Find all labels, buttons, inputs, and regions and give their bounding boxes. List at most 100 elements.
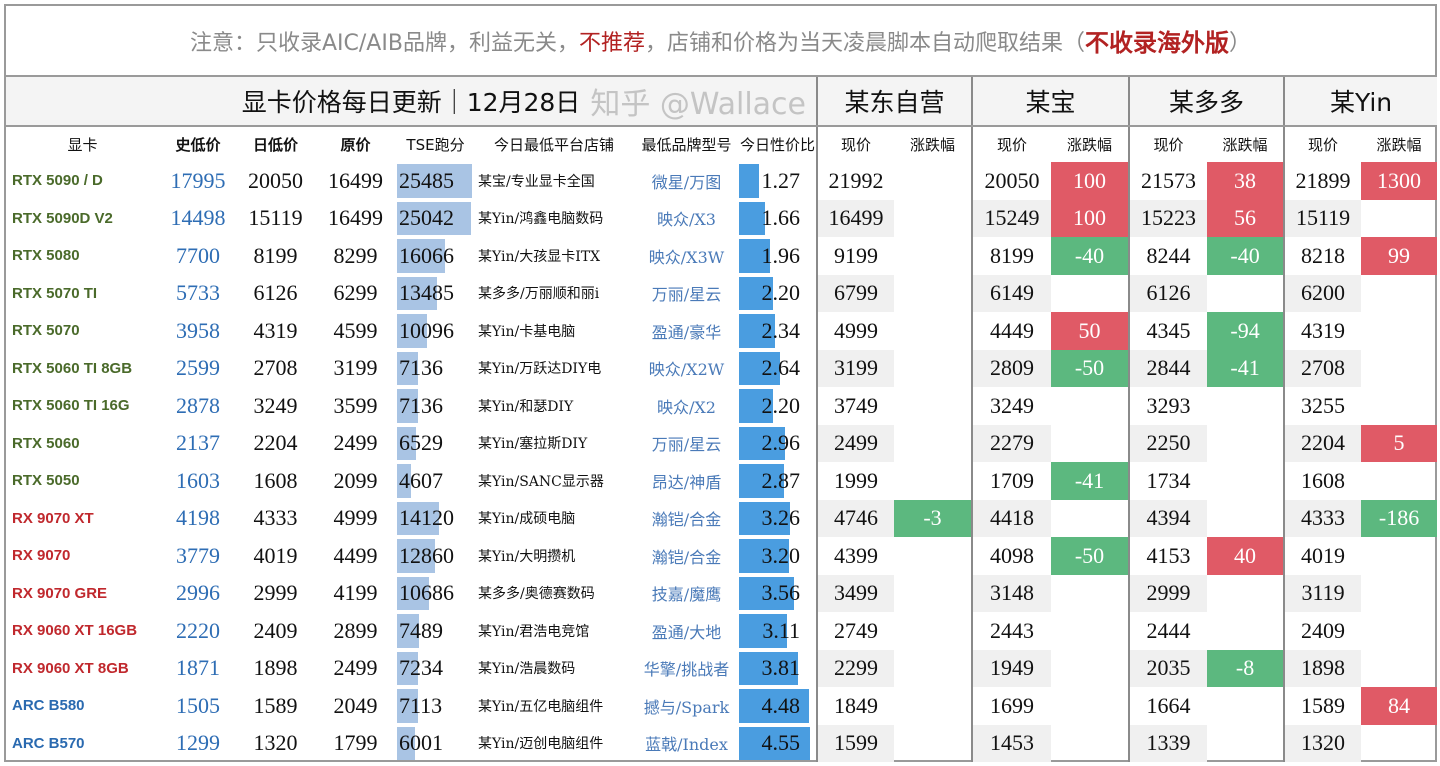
value-ratio: 3.20 bbox=[739, 537, 818, 575]
hist-low-price: 2996 bbox=[176, 580, 220, 606]
platform-price: 2299 bbox=[817, 649, 894, 687]
gpu-name: ARC B580 bbox=[12, 697, 85, 715]
value-ratio-text: 3.26 bbox=[761, 505, 801, 531]
platform-price: 1949 bbox=[972, 649, 1052, 687]
platform-change bbox=[1361, 575, 1437, 613]
cheapest-store: 某Yin/大孩显卡ITX bbox=[478, 248, 601, 265]
platform-pdd: 某多多 bbox=[1129, 77, 1286, 127]
platform-price: 1320 bbox=[1284, 724, 1362, 762]
day-low-price: 2204 bbox=[253, 430, 298, 456]
platform-price: 6149 bbox=[972, 274, 1052, 312]
platform-price: 3255 bbox=[1301, 392, 1346, 418]
value-ratio-text: 3.11 bbox=[762, 617, 800, 643]
platform-price: 2444 bbox=[1146, 617, 1191, 643]
platform-change bbox=[1207, 724, 1286, 762]
cheapest-store: 某多多/奥德赛数码 bbox=[478, 586, 595, 603]
platform-price: 3749 bbox=[834, 392, 878, 418]
platform-price: 4449 bbox=[990, 317, 1035, 343]
tse-score-text: 6001 bbox=[399, 730, 443, 756]
platform-change bbox=[1051, 387, 1131, 425]
gpu-name: ARC B570 bbox=[12, 734, 85, 752]
hist-low-price: 1505 bbox=[176, 692, 220, 718]
platform-price: 1709 bbox=[990, 467, 1035, 493]
orig-price: 3599 bbox=[333, 392, 378, 418]
value-ratio-text: 1.96 bbox=[761, 242, 801, 268]
platform-price: 4999 bbox=[834, 317, 878, 343]
gpu-name: RX 9070 XT bbox=[12, 509, 94, 527]
col-hist-low: 史低价 bbox=[175, 136, 221, 154]
value-ratio-text: 2.87 bbox=[761, 467, 801, 493]
orig-price: 2499 bbox=[333, 430, 378, 456]
col-store: 今日最低平台店铺 bbox=[493, 136, 614, 154]
value-ratio-text: 3.20 bbox=[761, 542, 801, 568]
table-row: RX 9070 XT 4198 4333 4999 14120 某Yin/成硕电脑 瀚铠/合… bbox=[6, 499, 1438, 537]
value-ratio-text: 3.81 bbox=[761, 655, 801, 681]
table-row: RTX 5090 / D 17995 20050 16499 25485 某宝/专业显卡全… bbox=[6, 162, 1438, 200]
day-low-price: 4319 bbox=[253, 317, 298, 343]
platform-change: -186 bbox=[1361, 499, 1438, 537]
day-low-price: 1608 bbox=[253, 467, 298, 493]
value-ratio-text: 2.20 bbox=[761, 392, 801, 418]
platform-price: 20050 bbox=[984, 167, 1040, 193]
day-low-price: 4019 bbox=[253, 542, 298, 568]
cheapest-model: 映众/X3W bbox=[648, 247, 725, 267]
gpu-name: RTX 5050 bbox=[12, 472, 80, 490]
orig-price: 2499 bbox=[333, 655, 378, 681]
orig-price: 4199 bbox=[333, 580, 378, 606]
hist-low-price: 2137 bbox=[176, 430, 220, 456]
value-ratio-bar bbox=[739, 426, 786, 460]
orig-price: 3199 bbox=[333, 355, 378, 381]
platform-change bbox=[1361, 725, 1437, 763]
hist-low-price: 1871 bbox=[176, 655, 220, 681]
hist-low-price: 14498 bbox=[170, 205, 226, 231]
platform-change bbox=[894, 237, 974, 275]
col-change: 涨跌幅 bbox=[1051, 126, 1131, 162]
platform-change bbox=[1051, 274, 1131, 312]
platform-price: 4746 bbox=[817, 499, 894, 537]
platform-price: 4019 bbox=[1301, 542, 1346, 568]
value-ratio: 2.96 bbox=[739, 424, 818, 462]
platform-change bbox=[1361, 650, 1437, 688]
tse-score: 7489 bbox=[397, 612, 474, 650]
platform-change: 38 bbox=[1207, 162, 1286, 200]
table-row: RX 9070 GRE 2996 2999 4199 10686 某多多/奥德赛数码 技嘉/… bbox=[6, 574, 1437, 613]
hist-low-price: 1299 bbox=[176, 730, 220, 756]
platform-change bbox=[1207, 499, 1286, 537]
cheapest-model: 技嘉/魔鹰 bbox=[651, 585, 722, 605]
platform-price: 6799 bbox=[817, 274, 894, 312]
platform-price: 3499 bbox=[817, 574, 894, 612]
platform-price: 15119 bbox=[1284, 199, 1362, 237]
value-ratio-bar bbox=[739, 651, 799, 685]
value-ratio-bar bbox=[739, 314, 776, 348]
tse-score-bar bbox=[397, 726, 415, 760]
platform-change bbox=[894, 724, 974, 762]
platform-price: 4399 bbox=[834, 542, 878, 568]
cheapest-store: 某Yin/成硕电脑 bbox=[478, 511, 576, 528]
value-ratio: 3.81 bbox=[739, 649, 818, 687]
col-price: 现价 bbox=[997, 136, 1028, 154]
tse-score: 10686 bbox=[397, 575, 474, 613]
tse-score-bar bbox=[397, 276, 437, 310]
platform-price: 3293 bbox=[1146, 392, 1191, 418]
notice-text-2: ，店铺和价格为当天凌晨脚本自动爬取结果（ bbox=[644, 30, 1085, 56]
platform-change: 99 bbox=[1361, 237, 1438, 275]
platform-change bbox=[1207, 612, 1286, 650]
platform-price: 15223 bbox=[1129, 199, 1208, 237]
platform-change: -8 bbox=[1207, 649, 1286, 687]
table-row: RTX 5060 TI 16G 2878 3249 3599 7136 某Yin/和瑟DI… bbox=[6, 387, 1437, 425]
platform-price: 2409 bbox=[1301, 617, 1346, 643]
cheapest-model: 昂达/神盾 bbox=[651, 472, 722, 492]
platform-taobao: 某宝 bbox=[972, 77, 1131, 127]
col-change: 涨跌幅 bbox=[894, 126, 974, 162]
orig-price: 4599 bbox=[333, 317, 378, 343]
col-value: 今日性价比 bbox=[739, 126, 818, 162]
platform-change bbox=[1051, 649, 1131, 687]
day-low-price: 2409 bbox=[253, 617, 298, 643]
platform-price: 21992 bbox=[828, 167, 884, 193]
cheapest-model: 盈通/豪华 bbox=[651, 322, 722, 342]
platform-change: -50 bbox=[1051, 349, 1131, 387]
hist-low-price: 2599 bbox=[176, 355, 220, 381]
value-ratio-bar bbox=[739, 689, 809, 723]
platform-price: 2279 bbox=[972, 424, 1052, 462]
platform-price: 1339 bbox=[1129, 724, 1208, 762]
